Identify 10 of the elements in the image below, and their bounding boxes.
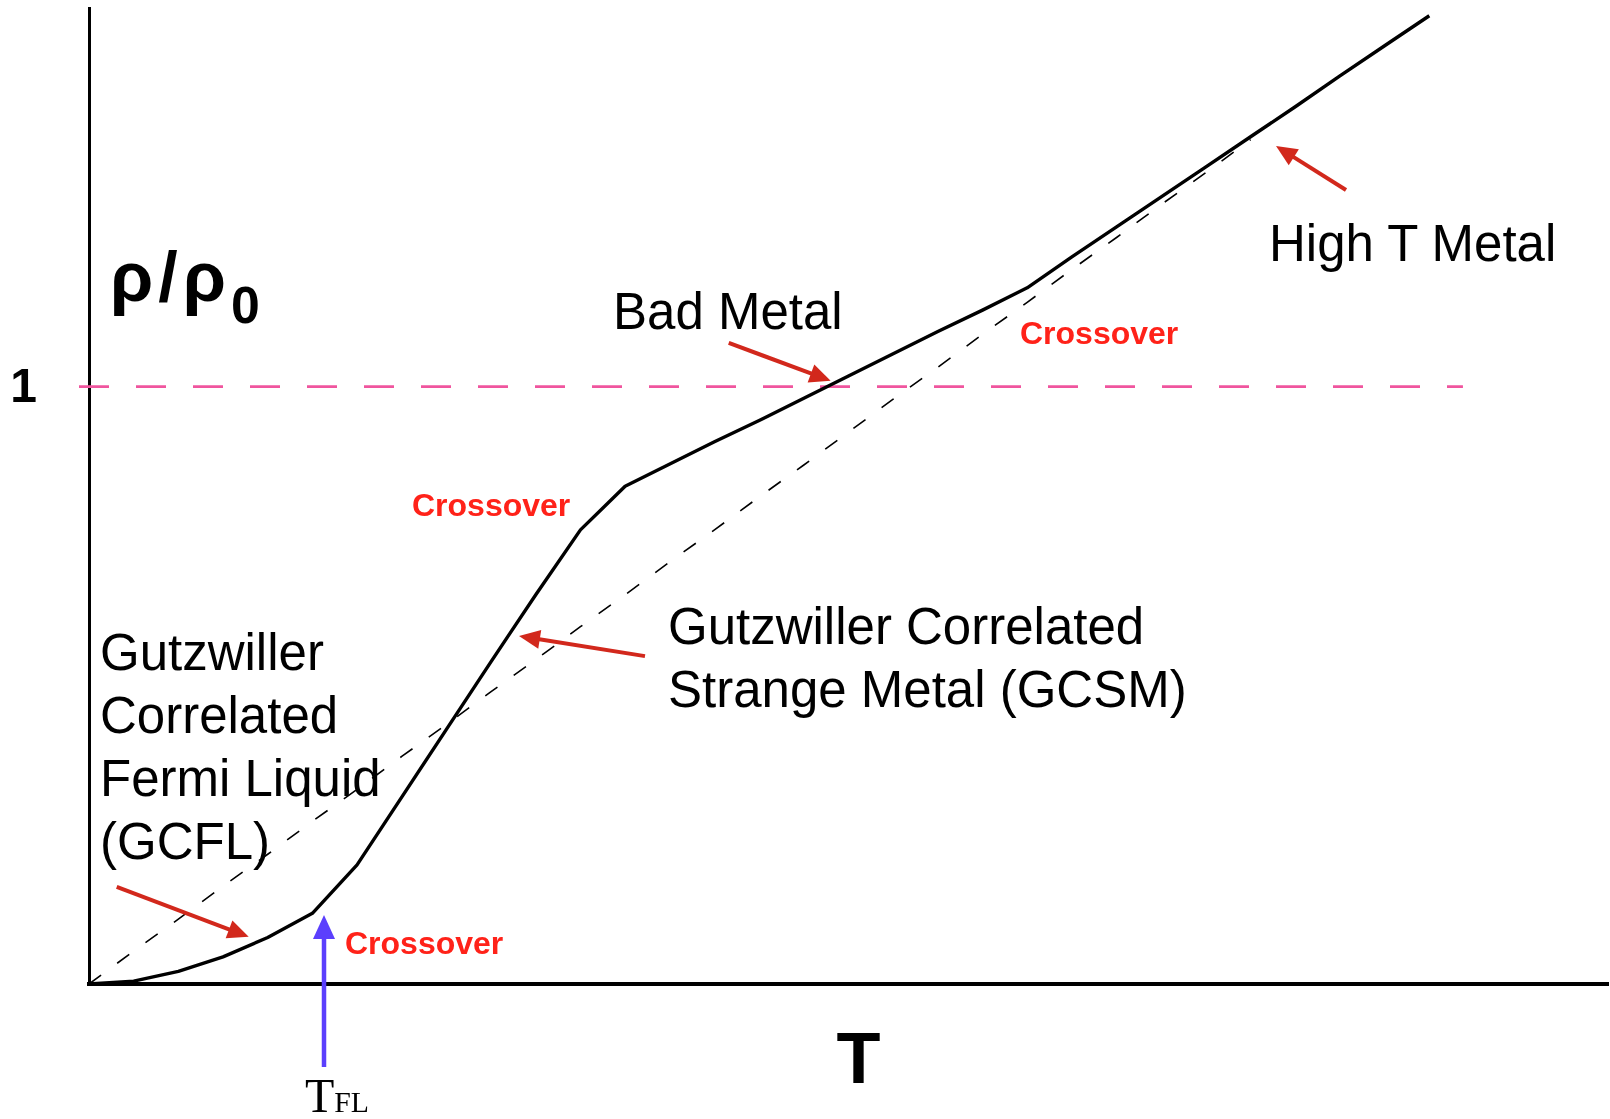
annotation: Crossover	[412, 487, 571, 524]
annotation: Crossover	[345, 925, 504, 962]
annotation: High T Metal	[1269, 215, 1557, 273]
annotation: Gutzwiller Correlated Fermi Liquid (GCFL)	[100, 623, 381, 872]
x-axis-title: T	[836, 1018, 881, 1098]
y-axis-title: ρ/ρ$_{0}$	[110, 238, 265, 334]
ref-line-label: 1	[10, 358, 37, 412]
annotation: Crossover	[1020, 315, 1179, 352]
annotation: Gutzwiller Correlated Strange Metal (GCSM)	[668, 597, 1187, 720]
annotation: Bad Metal	[613, 283, 843, 341]
